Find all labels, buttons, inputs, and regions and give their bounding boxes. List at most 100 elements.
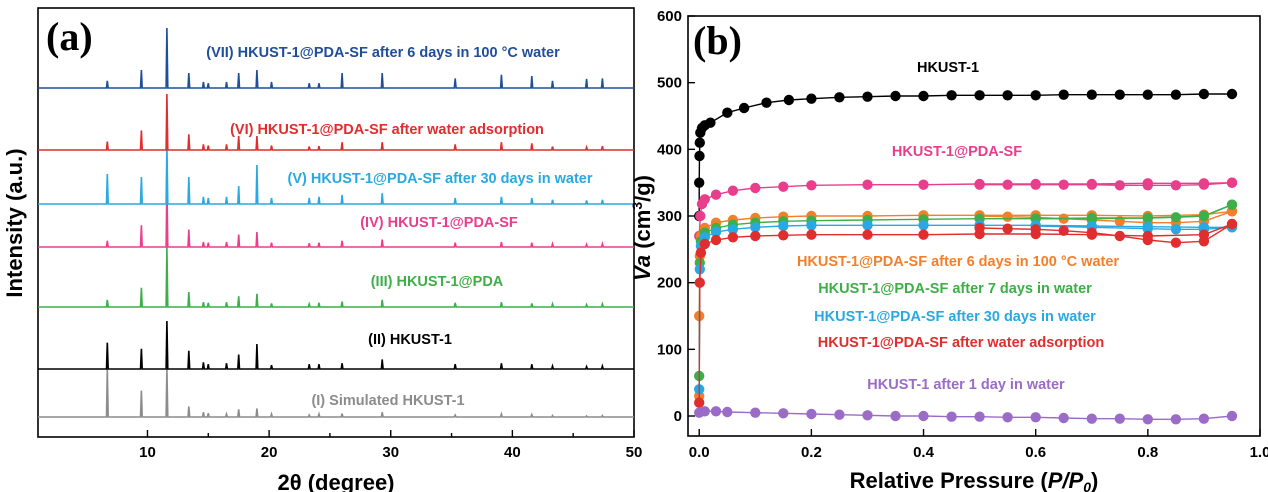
isotherm-series (694, 88, 1238, 222)
isotherm-point (1030, 224, 1041, 235)
isotherm-point (862, 229, 873, 240)
isotherm-point (1086, 89, 1098, 100)
isotherm-point (806, 93, 817, 104)
isotherm-point (1226, 410, 1238, 422)
isotherm-point (862, 220, 873, 231)
isotherm-point (1030, 412, 1041, 423)
isotherm-point (722, 406, 733, 418)
isotherm-line (979, 210, 1233, 224)
xrd-trace-label: (VI) HKUST-1@PDA-SF after water adsorpti… (230, 122, 544, 138)
isotherm-point (806, 220, 817, 231)
isotherm-point (918, 179, 929, 190)
isotherm-point (834, 92, 845, 103)
isotherm-point (974, 411, 985, 422)
isotherm-point (1114, 89, 1126, 100)
isotherm-point (778, 230, 789, 241)
panel-b-y-tick-label: 100 (657, 341, 682, 358)
isotherm-point (1226, 88, 1238, 100)
isotherm-point (1198, 210, 1210, 222)
panel-a-trace-labels: (I) Simulated HKUST-1 (II) HKUST-1 (III) H… (206, 45, 593, 409)
xrd-trace (38, 368, 634, 418)
panel-b-frame (687, 15, 1261, 437)
isotherm-point (778, 220, 789, 232)
isotherm-point (778, 408, 789, 419)
isotherm-point (1198, 413, 1210, 424)
panel-a-frame (37, 7, 635, 438)
isotherm-point (738, 102, 750, 114)
panel-a-traces (38, 27, 634, 418)
isotherm-point (1198, 179, 1210, 190)
isotherm-point (1030, 179, 1041, 190)
isotherm-point (1002, 211, 1013, 222)
panel-b-y-tick-label: 0 (674, 408, 682, 425)
isotherm-point (750, 230, 761, 242)
isotherm-series (694, 406, 1238, 425)
panel-a-y-axis-label: Intensity (a.u.) (2, 148, 27, 297)
panel-a-x-axis-label: 2θ (degree) (277, 470, 394, 492)
isotherm-point (1114, 413, 1126, 424)
isotherm-series (694, 177, 1238, 242)
isotherm-point (727, 232, 739, 243)
xrd-trace-label: (IV) HKUST-1@PDA-SF (360, 215, 518, 231)
panel-b-x-tick-label: 0.0 (689, 444, 710, 461)
isotherm-label: HKUST-1@PDA-SF (892, 144, 1022, 160)
xrd-trace-label: (III) HKUST-1@PDA (371, 274, 504, 290)
isotherm-point (806, 229, 817, 240)
isotherm-point (890, 90, 901, 102)
isotherm-series (694, 218, 1238, 408)
isotherm-point (806, 180, 817, 191)
isotherm-point (1142, 89, 1154, 100)
xrd-trace (38, 27, 634, 89)
xrd-trace-label: (V) HKUST-1@PDA-SF after 30 days in wate… (287, 171, 592, 187)
isotherm-point (1226, 218, 1238, 230)
xrd-trace-label: (I) Simulated HKUST-1 (311, 393, 464, 409)
isotherm-point (1226, 177, 1238, 188)
isotherm-point (1002, 412, 1013, 423)
isotherm-point (1142, 223, 1154, 234)
isotherm-point (974, 90, 985, 101)
isotherm-line (979, 182, 1233, 186)
isotherm-label: HKUST-1 after 1 day in water (867, 377, 1065, 393)
isotherm-point (862, 410, 873, 421)
isotherm-point (710, 189, 722, 200)
isotherm-point (699, 194, 710, 205)
isotherm-point (710, 226, 722, 238)
panel-b-y-tick-label: 500 (657, 75, 682, 92)
isotherm-point (1002, 223, 1013, 234)
isotherm-point (750, 222, 761, 233)
isotherm-point (710, 234, 722, 246)
isotherm-point (946, 411, 957, 422)
isotherm-point (699, 406, 710, 417)
isotherm-point (918, 90, 929, 102)
panel-a-x-tick-label: 40 (504, 444, 521, 461)
isotherm-point (694, 397, 705, 408)
isotherm-point (946, 90, 957, 101)
isotherm-point (694, 277, 705, 288)
xrd-trace-label: (II) HKUST-1 (368, 332, 452, 348)
isotherm-point (1086, 179, 1098, 190)
isotherm-point (705, 117, 716, 128)
isotherm-point (1142, 180, 1154, 191)
panel-a-x-tick-label: 10 (139, 444, 156, 461)
isotherm-point (1002, 90, 1013, 101)
isotherm-point (834, 409, 845, 420)
isotherm-point (1170, 180, 1182, 191)
panel-b-x-tick-label: 0.8 (1137, 444, 1158, 461)
isotherm-point (694, 177, 705, 188)
panel-b-y-tick-label: 300 (657, 208, 682, 225)
panel-b-label: (b) (693, 18, 742, 63)
isotherm-point (1058, 412, 1069, 424)
isotherm-point (1170, 212, 1182, 223)
isotherm-point (1030, 90, 1041, 101)
isotherm-point (918, 410, 929, 422)
isotherm-point (1170, 224, 1182, 235)
isotherm-label: HKUST-1 (917, 60, 979, 76)
panel-a-x-tick-label: 50 (626, 444, 643, 461)
isotherm-point (974, 179, 985, 190)
panel-b-ticks: 0.0 0.2 0.4 0.6 0.8 1.0 0 100 200 300 400 500 600 (657, 8, 1268, 461)
panel-b-y-tick-label: 200 (657, 275, 682, 292)
isotherm-label: HKUST-1@PDA-SF after 30 days in water (814, 309, 1096, 325)
panel-b-y-axis-label: Va (cm3/g) (629, 175, 655, 281)
isotherm-point (778, 181, 789, 192)
